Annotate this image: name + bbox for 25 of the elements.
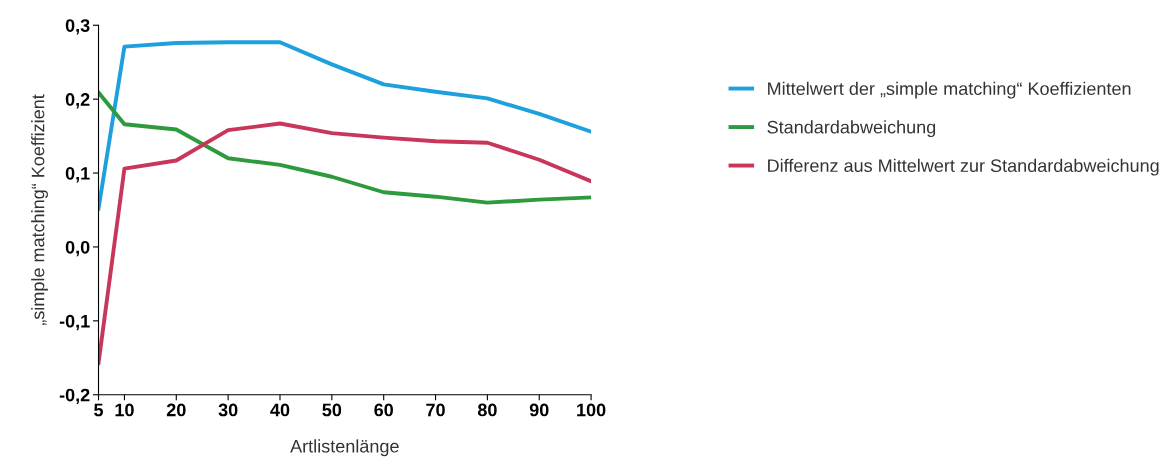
x-tick-label: 90 bbox=[529, 403, 549, 417]
x-tick-label: 50 bbox=[322, 403, 342, 417]
x-tick-label: 60 bbox=[374, 403, 393, 417]
x-tick-label: 80 bbox=[477, 403, 497, 417]
line-series bbox=[98, 121, 592, 365]
y-tick-label: 0,3 bbox=[65, 19, 90, 35]
y-tick-label: 0,0 bbox=[65, 240, 90, 257]
x-tick-label: 30 bbox=[218, 403, 238, 417]
x-tick-label: 100 bbox=[577, 403, 606, 417]
x-tick-label: 10 bbox=[115, 403, 134, 417]
y-tick-label: -0,2 bbox=[59, 388, 90, 405]
legend-label: Standardabweichung bbox=[767, 120, 936, 138]
y-tick-label: -0,1 bbox=[59, 314, 90, 331]
legend-label: Mittelwert der „simple matching“ Koeffizienten bbox=[768, 81, 1131, 99]
y-tick-label: 0,1 bbox=[65, 166, 90, 183]
line-series bbox=[98, 90, 592, 205]
line-series bbox=[98, 40, 592, 211]
x-tick-label: 20 bbox=[166, 403, 186, 417]
x-tick-label: 5 bbox=[94, 403, 104, 417]
x-axis-title: Artlistenlänge bbox=[290, 439, 399, 457]
x-tick-label: 40 bbox=[270, 403, 290, 417]
x-tick-label: 70 bbox=[426, 403, 445, 417]
legend-label: Differenz aus Mittelwert zur Standardabweichung bbox=[768, 158, 1159, 176]
y-axis-title: „simple matching“ Koeffizient bbox=[31, 94, 48, 326]
y-tick-label: 0,2 bbox=[65, 93, 90, 109]
